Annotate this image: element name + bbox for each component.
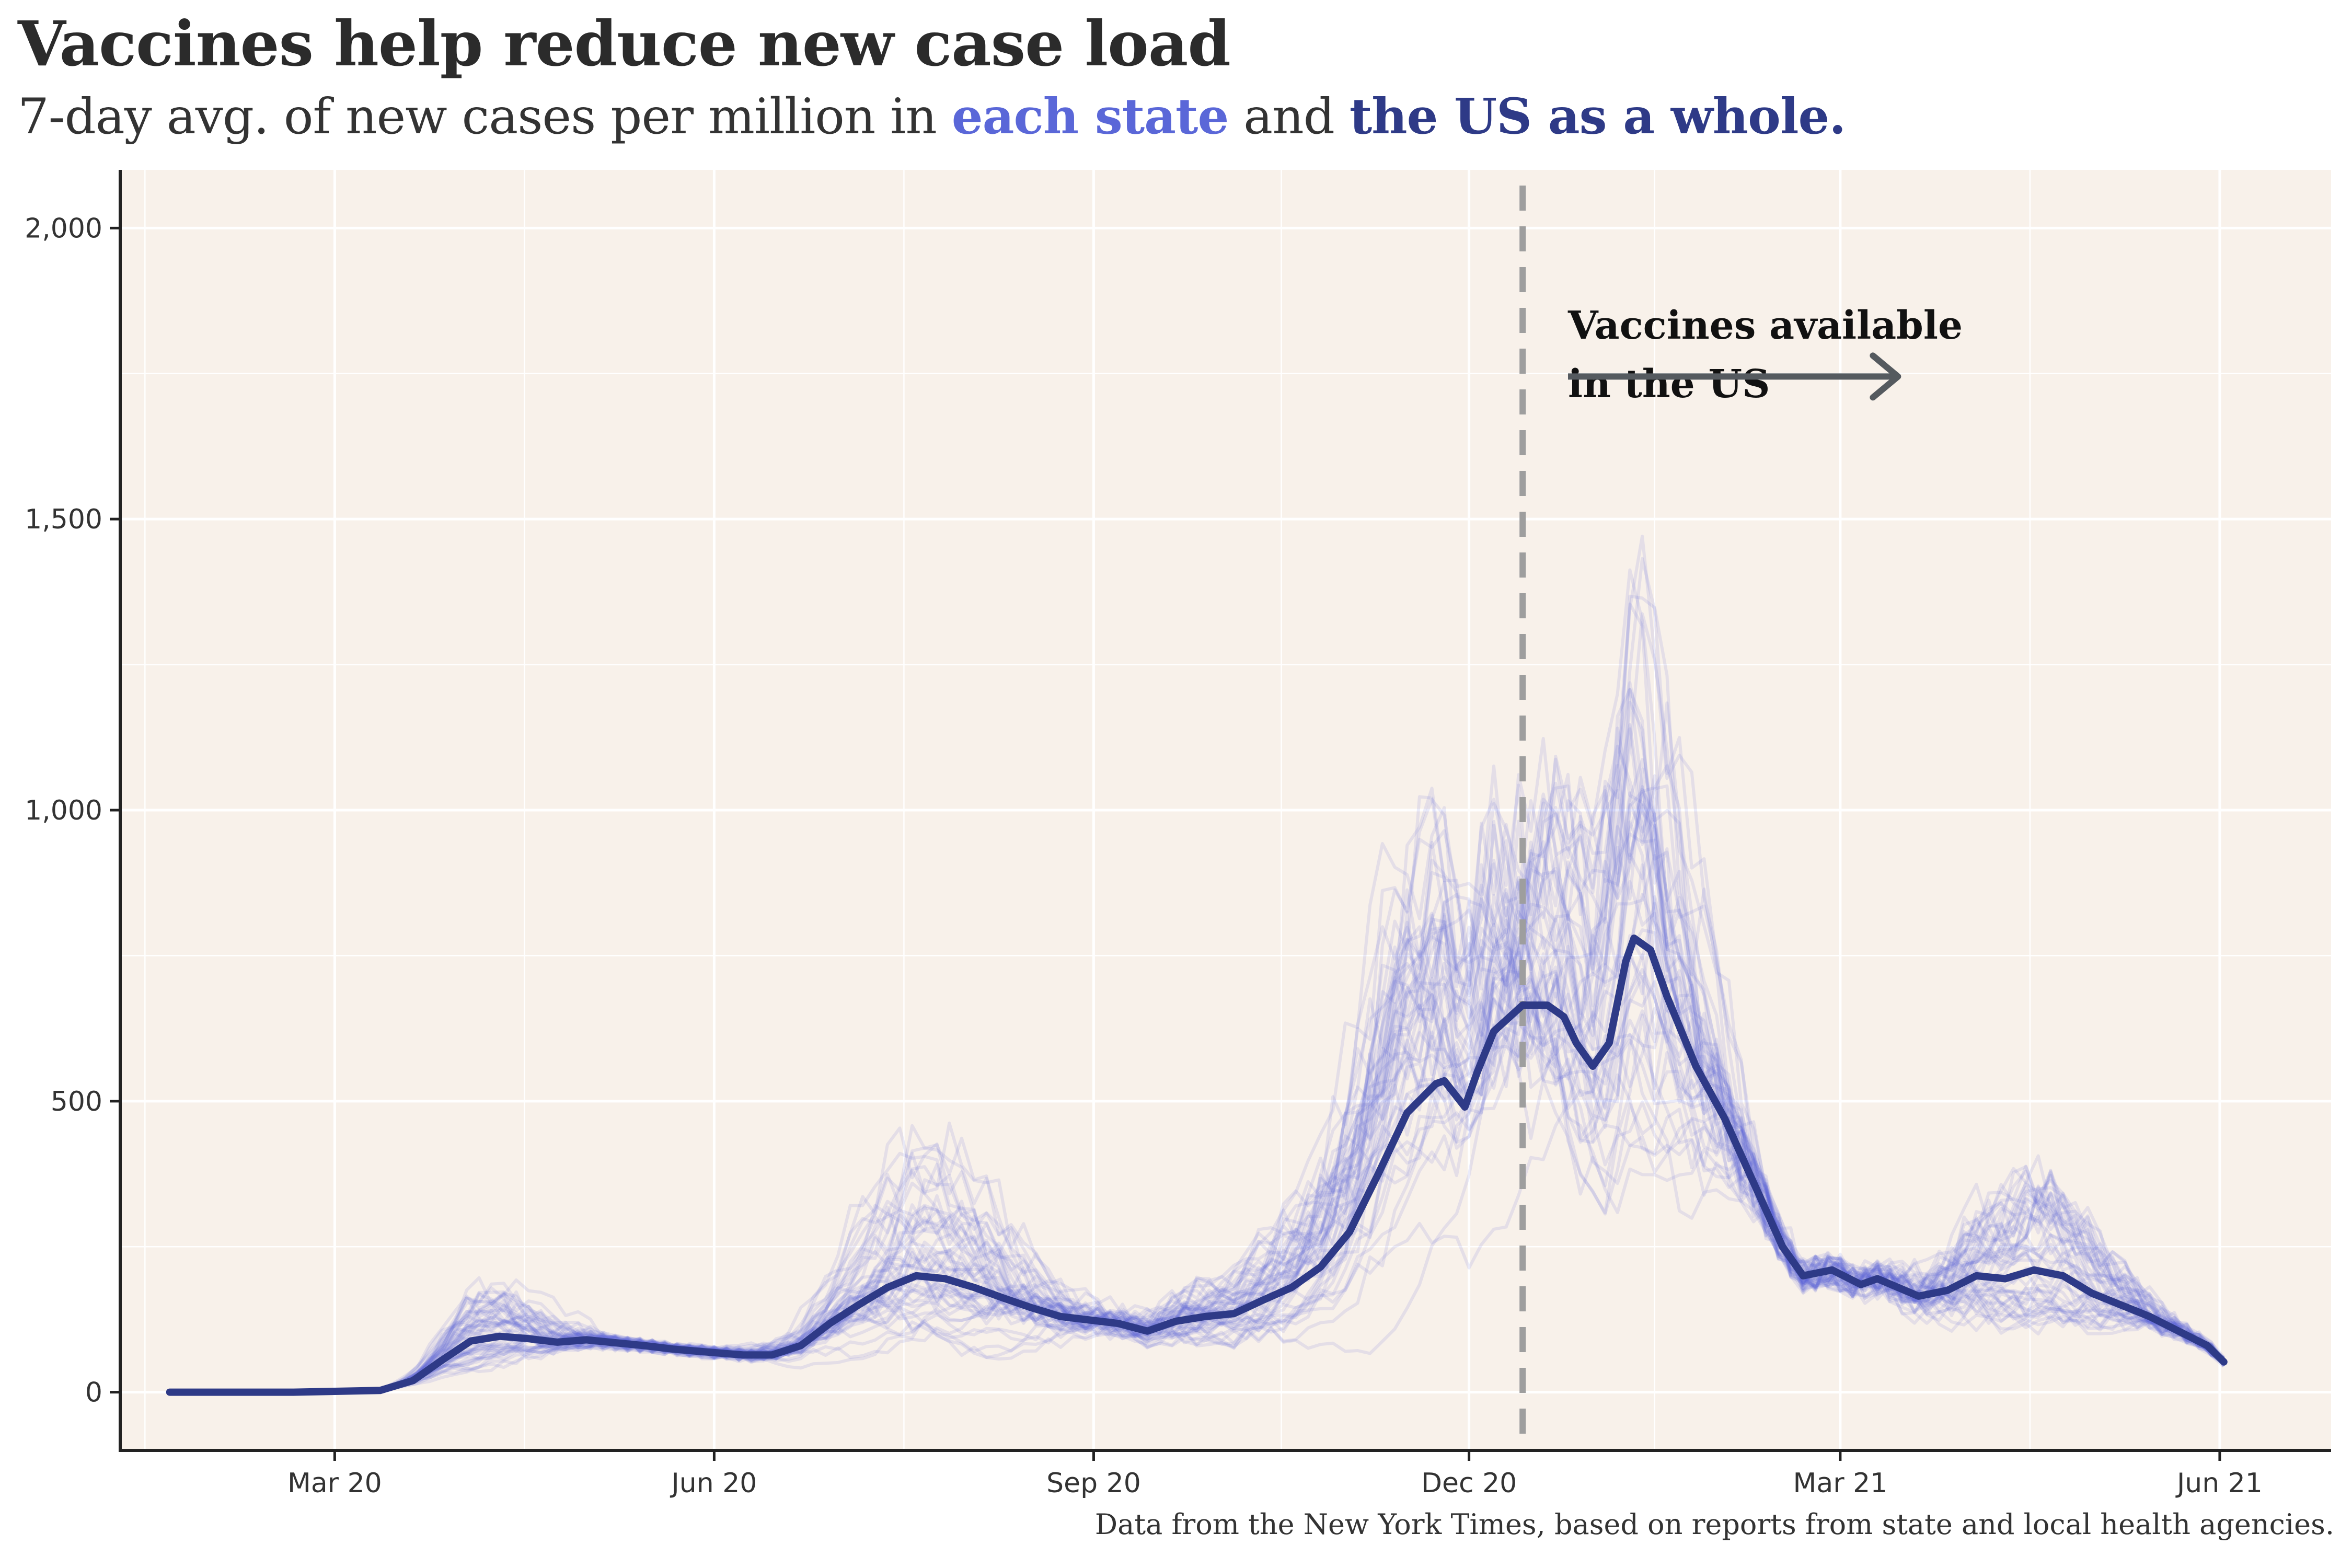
subtitle-highlight-states: each state <box>951 88 1229 145</box>
subtitle-highlight-us: the US as a whole. <box>1349 88 1846 145</box>
axes: 0 500 1,000 1,500 2,000 Mar 20 Jun 20 Sep 20 Dec… <box>25 170 2331 1499</box>
y-tick-label: 500 <box>51 1086 102 1117</box>
state-line <box>169 784 2225 1394</box>
state-line <box>169 791 2225 1394</box>
state-line <box>169 727 2225 1394</box>
state-line <box>169 974 2226 1394</box>
state-line <box>169 681 2225 1394</box>
state-line <box>169 557 2225 1394</box>
subtitle-text-2: and <box>1228 88 1350 145</box>
state-line <box>169 792 2226 1394</box>
state-line <box>169 767 2224 1394</box>
y-tick-label: 1,000 <box>25 795 102 826</box>
x-tick-label: Jun 20 <box>670 1468 757 1499</box>
x-tick-label: Mar 20 <box>287 1468 382 1499</box>
state-line <box>169 975 2225 1394</box>
subtitle-text-1: 7-day avg. of new cases per million in <box>18 88 952 145</box>
us-line <box>166 935 2228 1396</box>
source-caption: Data from the New York Times, based on r… <box>1094 1508 2334 1541</box>
state-line <box>169 893 2226 1394</box>
state-line <box>169 967 2224 1394</box>
x-tick-label: Mar 21 <box>1793 1468 1887 1499</box>
chart-subtitle: 7-day avg. of new cases per million in e… <box>18 88 1846 145</box>
chart-title: Vaccines help reduce new case load <box>18 7 1231 80</box>
state-line <box>169 791 2225 1394</box>
vaccine-annotation-text: Vaccines available <box>1567 303 1963 348</box>
vaccine-arrow-head <box>1870 352 1901 401</box>
state-line <box>169 701 2226 1394</box>
state-line <box>169 880 2226 1394</box>
y-tick-label: 1,500 <box>25 504 102 535</box>
y-tick-label: 2,000 <box>25 213 102 244</box>
x-tick-label: Sep 20 <box>1046 1468 1141 1499</box>
state-line <box>169 594 2225 1394</box>
state-line <box>169 787 2225 1394</box>
grid <box>120 170 2331 1450</box>
state-line <box>169 534 2225 1394</box>
x-tick-label: Dec 20 <box>1421 1468 1517 1499</box>
state-line <box>169 785 2225 1394</box>
state-line <box>169 971 2225 1394</box>
x-tick-label: Jun 21 <box>2175 1468 2263 1499</box>
vaccine-annotation-text: in the US <box>1568 362 1770 407</box>
state-line <box>169 568 2225 1394</box>
state-line <box>169 798 2225 1394</box>
y-tick-label: 0 <box>85 1377 102 1409</box>
annotations: Vaccines available in the US <box>1519 186 1963 1450</box>
us-line-layer <box>166 935 2228 1396</box>
state-line <box>169 764 2226 1394</box>
state-line <box>169 928 2226 1394</box>
